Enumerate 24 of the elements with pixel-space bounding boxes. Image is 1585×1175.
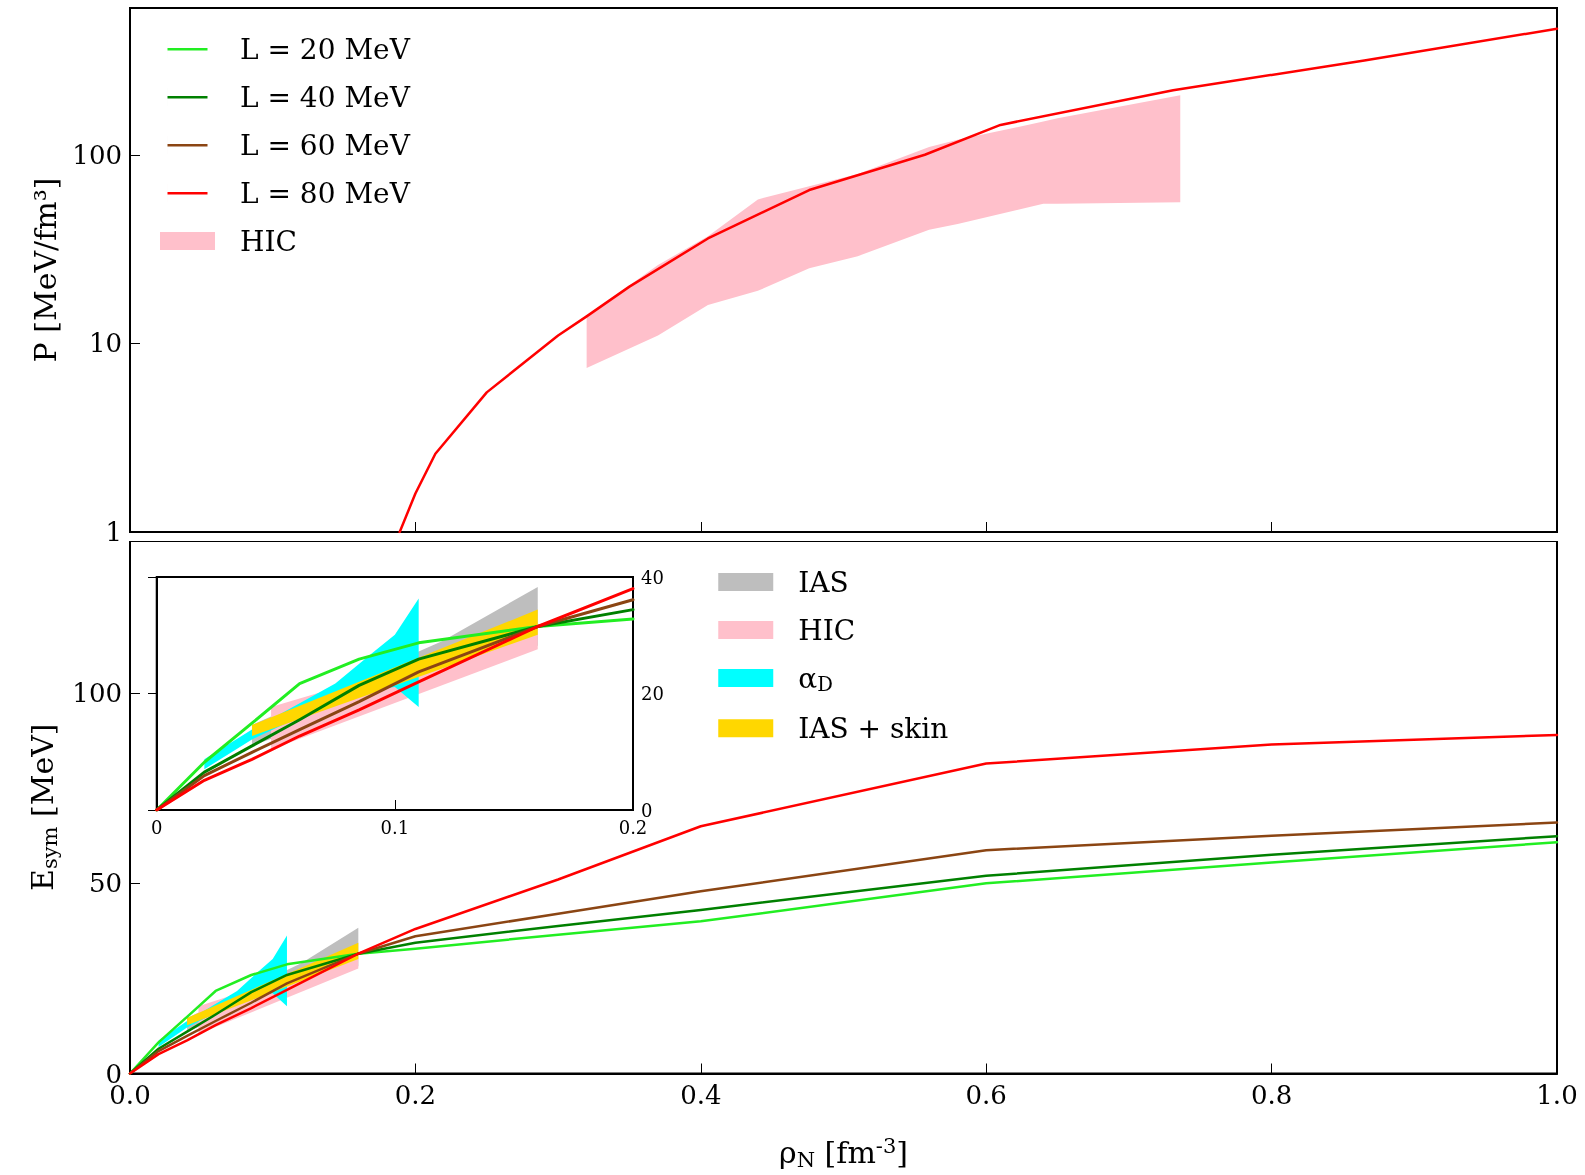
y-tick-label: 100: [72, 139, 122, 170]
x-tick-label: 1.0: [1536, 1079, 1578, 1110]
legend-label: IAS: [798, 565, 849, 599]
x-tick-label: 0.8: [1250, 1079, 1293, 1110]
y-tick-label: 1: [105, 517, 122, 547]
y-tick-label: 10: [88, 328, 122, 359]
legend-label: HIC: [240, 224, 297, 258]
y-tick-label: 100: [72, 678, 122, 709]
legend-label: L = 20 MeV: [240, 32, 411, 66]
y-tick-label: 20: [641, 683, 664, 704]
x-tick-label: 0.2: [394, 1079, 437, 1110]
legend-label: L = 80 MeV: [240, 176, 411, 210]
y-tick-label: 50: [88, 868, 122, 899]
legend-label: HIC: [798, 613, 856, 647]
y-axis-title: Esym [MeV]: [25, 723, 62, 892]
x-tick-label: 0: [151, 816, 163, 838]
x-tick-label: 0.6: [965, 1079, 1007, 1110]
x-tick-label: 0.4: [680, 1079, 722, 1110]
legend-label: L = 40 MeV: [240, 80, 411, 114]
x-tick-label: 0.1: [380, 816, 410, 838]
y-tick-label: 40: [641, 566, 664, 588]
legend-label: L = 60 MeV: [240, 128, 411, 162]
legend-label: IAS + skin: [798, 711, 949, 745]
y-axis-title: P [MeV/fm³]: [27, 177, 63, 363]
